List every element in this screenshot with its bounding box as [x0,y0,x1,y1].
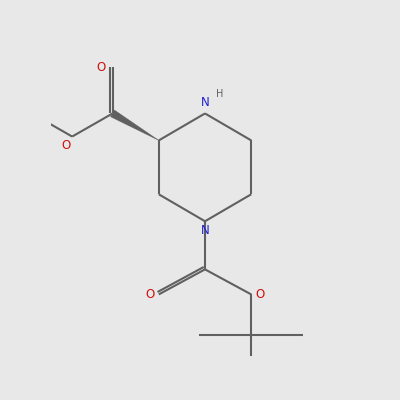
Text: O: O [145,288,154,301]
Text: H: H [216,89,223,99]
Text: O: O [96,61,106,74]
Text: N: N [201,96,209,109]
Polygon shape [111,110,159,140]
Text: O: O [61,139,70,152]
Text: N: N [201,224,209,237]
Text: O: O [256,288,265,301]
